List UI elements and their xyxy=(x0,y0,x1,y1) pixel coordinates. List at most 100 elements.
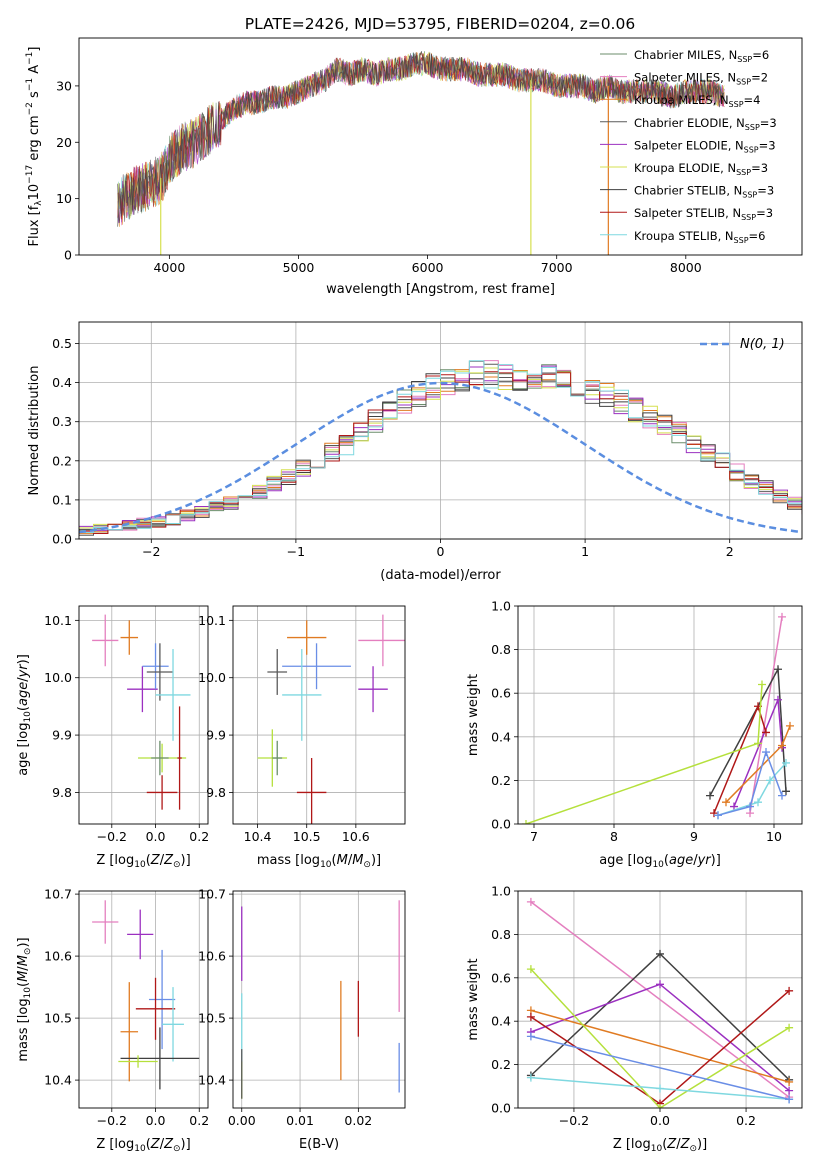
y-tick-label: 9.8 xyxy=(52,785,72,800)
y-tick-label: 10.4 xyxy=(198,1073,226,1088)
axes-frame xyxy=(78,37,803,256)
y-tick-label: 10.5 xyxy=(198,1011,226,1026)
legend-entry: Kroupa STELIB, NSSP=6 xyxy=(634,229,765,245)
mass-weight-marker xyxy=(754,739,762,748)
panel-mass-vs-Z: −0.2 0.0 0.2 10.4 10.5 10.6 10.7 Z [log10(Z/Z⊙)… xyxy=(16,887,209,1154)
x-tick-label: −0.2 xyxy=(97,1113,127,1128)
legend-entry: Chabrier STELIB, NSSP=3 xyxy=(634,184,774,200)
y-tick-label: 0.0 xyxy=(52,532,72,547)
x-tick-label: 7 xyxy=(530,829,538,844)
mass-weight-marker xyxy=(782,758,790,767)
plot-area xyxy=(117,51,725,255)
y-axis-label: age [log10(age/yr)] xyxy=(16,654,33,776)
mass-weight-marker xyxy=(526,897,535,906)
mass-weight-marker xyxy=(782,787,790,796)
histogram-series xyxy=(79,360,802,536)
x-tick-label: −1 xyxy=(287,544,305,559)
legend-entry: Salpeter MILES, NSSP=2 xyxy=(634,71,768,87)
mass-weight-marker xyxy=(722,798,730,807)
mass-weight-marker xyxy=(778,741,786,750)
mass-weight-marker xyxy=(656,949,664,958)
mass-weight-marker xyxy=(785,986,794,995)
axes-frame xyxy=(517,890,803,1109)
x-tick-label: 10 xyxy=(766,829,782,844)
legend-entry: Chabrier ELODIE, NSSP=3 xyxy=(634,116,777,132)
y-tick-label: 0.6 xyxy=(491,686,511,701)
mass-weight-line xyxy=(530,1035,790,1101)
mass-weight-marker xyxy=(778,791,786,800)
mass-weight-marker xyxy=(778,612,786,621)
mass-weight-line xyxy=(530,901,790,1098)
x-tick-label: 9 xyxy=(690,829,698,844)
x-tick-label: 1 xyxy=(581,544,589,559)
legend-entry: Kroupa ELODIE, NSSP=3 xyxy=(634,161,768,177)
y-tick-label: 1.0 xyxy=(491,599,511,614)
y-tick-label: 10.1 xyxy=(44,613,72,628)
x-tick-label: −0.2 xyxy=(559,1113,589,1128)
y-tick-label: 9.8 xyxy=(206,785,226,800)
y-tick-label: 10.6 xyxy=(198,949,226,964)
histogram-series xyxy=(79,371,802,534)
y-tick-label: 10.0 xyxy=(44,670,72,685)
x-axis-label: mass [log10(M/M⊙)] xyxy=(257,853,381,870)
mass-weight-marker xyxy=(526,1073,535,1082)
y-tick-label: 10.5 xyxy=(44,1011,72,1026)
mass-weight-marker xyxy=(730,802,738,811)
mass-weight-line xyxy=(717,762,787,817)
y-tick-label: 10.7 xyxy=(44,887,72,902)
y-tick-label: 30 xyxy=(56,78,72,93)
legend-entry: Salpeter STELIB, NSSP=3 xyxy=(634,206,773,222)
x-tick-label: 5000 xyxy=(283,260,315,275)
x-tick-label: 0.01 xyxy=(286,1113,314,1128)
mass-weight-line xyxy=(530,1009,790,1083)
x-tick-label: 4000 xyxy=(153,260,185,275)
x-tick-label: 0 xyxy=(437,544,445,559)
y-tick-label: 0.5 xyxy=(52,336,72,351)
x-tick-label: 0.0 xyxy=(146,1113,166,1128)
y-tick-label: 0.8 xyxy=(491,927,511,942)
histogram-series xyxy=(79,360,802,533)
axes-frame xyxy=(78,605,209,825)
y-tick-label: 0.8 xyxy=(491,642,511,657)
x-tick-label: 10.4 xyxy=(244,829,272,844)
mass-weight-marker xyxy=(762,728,770,737)
x-tick-label: 0.00 xyxy=(228,1113,256,1128)
y-tick-label: 0.3 xyxy=(52,414,72,429)
x-tick-label: 10.6 xyxy=(342,829,370,844)
plot-area xyxy=(79,360,802,536)
mass-weight-marker xyxy=(762,748,770,757)
y-tick-label: 0.2 xyxy=(491,1057,511,1072)
y-tick-label: 0.1 xyxy=(52,492,72,507)
mass-weight-marker xyxy=(526,1032,535,1041)
x-tick-label: −0.2 xyxy=(97,829,127,844)
panel-residual-histogram: −2 −1 0 1 2 0.0 0.1 0.2 0.3 0.4 0.5 (data-model)/er… xyxy=(27,321,803,583)
plot-area xyxy=(92,900,200,1090)
mass-weight-marker xyxy=(714,811,722,820)
x-tick-label: 0.0 xyxy=(146,829,166,844)
axes-frame xyxy=(78,321,803,540)
spectrum-line-chabrier_elodie xyxy=(117,53,725,227)
mass-weight-marker xyxy=(706,791,714,800)
y-tick-label: 20 xyxy=(56,135,72,150)
x-tick-label: 10.5 xyxy=(293,829,321,844)
x-tick-label: 0.02 xyxy=(344,1113,372,1128)
x-axis-label: (data-model)/error xyxy=(380,568,501,583)
legend-entry: Kroupa MILES, NSSP=4 xyxy=(634,93,760,109)
y-tick-label: 0.4 xyxy=(491,1014,511,1029)
y-tick-label: 10.7 xyxy=(198,887,226,902)
histogram-series xyxy=(79,360,802,533)
x-tick-label: 2 xyxy=(726,544,734,559)
axes-frame xyxy=(78,890,209,1109)
plot-area xyxy=(241,900,400,1099)
mass-weight-marker xyxy=(785,1095,794,1104)
panel-age-vs-mass: 10.4 10.5 10.6 9.8 9.9 10.0 10.1 mass [log10(M/… xyxy=(198,605,406,870)
figure-title: PLATE=2426, MJD=53795, FIBERID=0204, z=0… xyxy=(245,15,635,33)
mass-weight-line xyxy=(530,968,790,1108)
y-tick-label: 9.9 xyxy=(206,728,226,743)
normal-curve xyxy=(79,381,802,534)
y-tick-label: 9.9 xyxy=(52,728,72,743)
mass-weight-marker xyxy=(526,965,535,974)
y-tick-label: 10.0 xyxy=(198,670,226,685)
x-tick-label: −2 xyxy=(142,544,160,559)
